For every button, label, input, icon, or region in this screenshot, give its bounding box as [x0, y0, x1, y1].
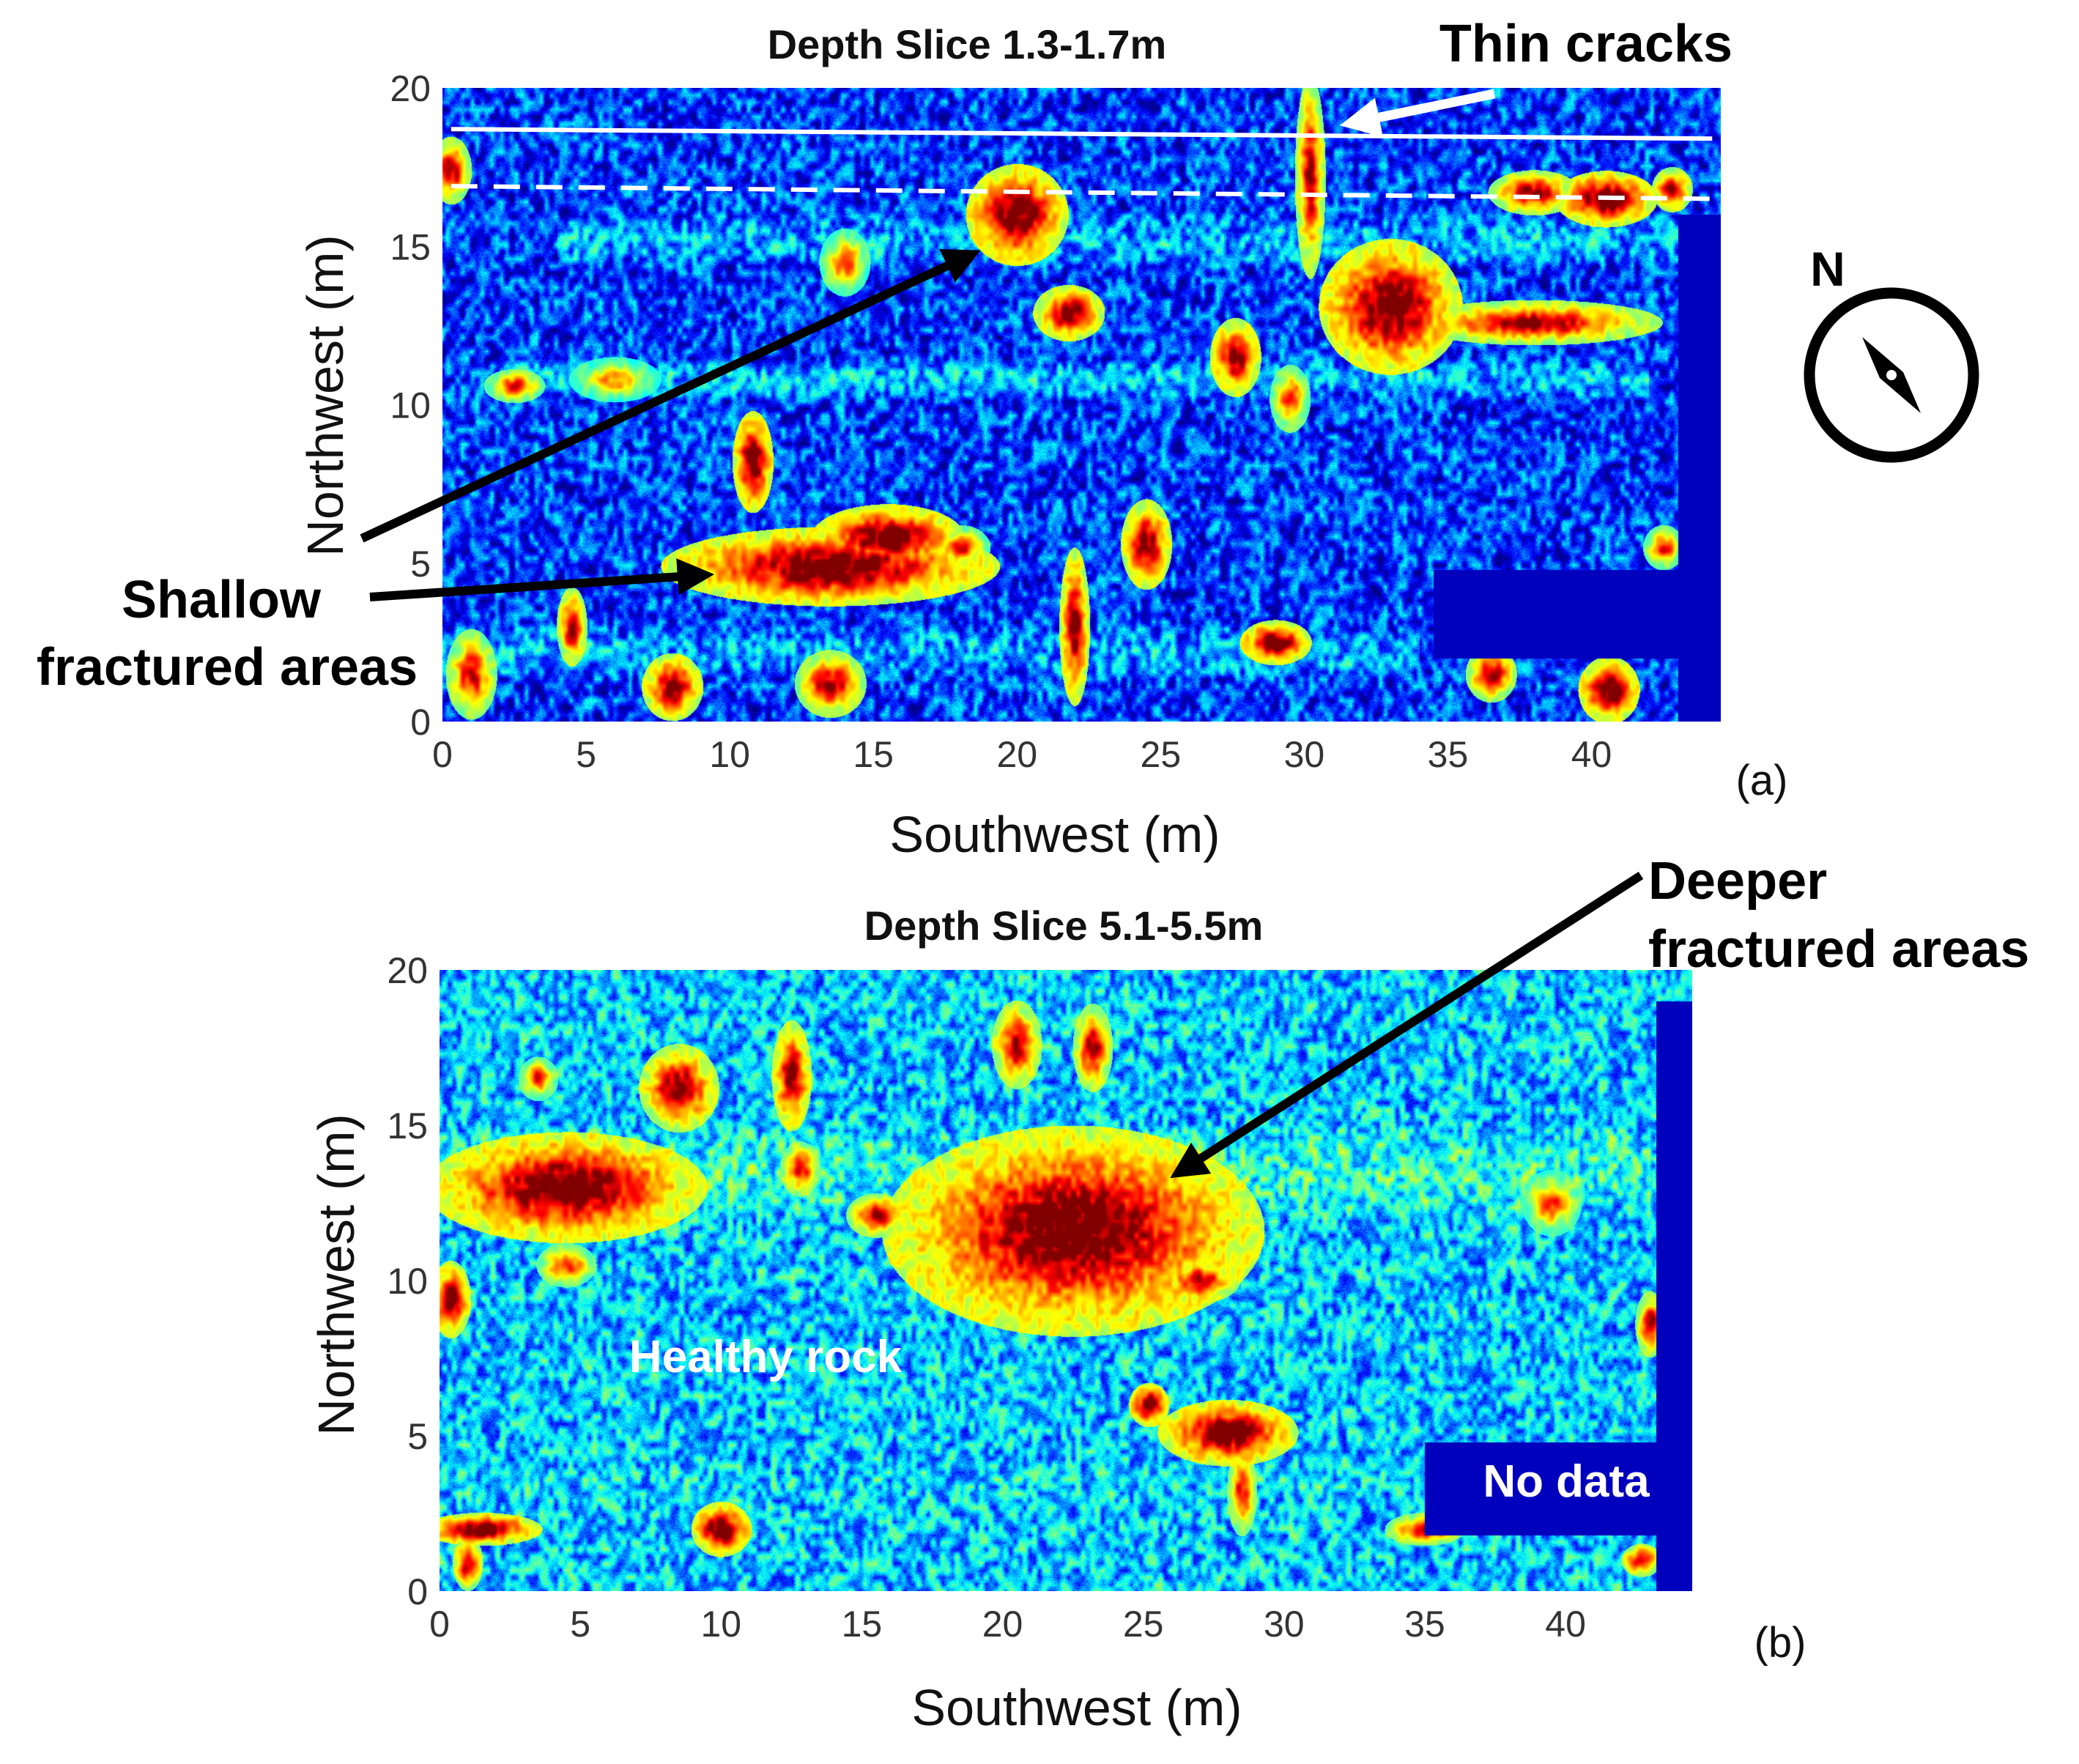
thin-cracks-arrow — [1339, 89, 1496, 138]
y-tick-label: 15 — [387, 1105, 428, 1146]
panel-b-ticks: 0 5 10 15 20 25 30 35 40 0 5 10 15 20 — [387, 950, 1586, 1645]
panel-a-reference-lines — [451, 127, 1713, 201]
deeper-fractured-label-line2: fractured areas — [1648, 920, 2029, 979]
x-tick-label: 35 — [1404, 1604, 1445, 1645]
y-tick-label: 15 — [390, 226, 431, 267]
panel-a-plot-area — [442, 88, 1721, 722]
no-data-label: No data — [1483, 1456, 1650, 1507]
x-tick-label: 40 — [1571, 734, 1612, 775]
shallow-fractured-label-line2: fractured areas — [37, 638, 418, 697]
shallow-fractured-arrow-upper — [360, 249, 981, 543]
y-tick-label: 20 — [387, 950, 428, 991]
shallow-fractured-label-line1: Shallow — [122, 571, 322, 629]
panel-b-label: (b) — [1754, 1619, 1806, 1667]
compass: N — [1804, 242, 1979, 463]
x-tick-label: 5 — [576, 734, 596, 775]
panel-a-ylabel: Northwest (m) — [297, 234, 354, 556]
panel-a-xlabel: Southwest (m) — [889, 806, 1220, 863]
x-tick-label: 40 — [1545, 1604, 1586, 1645]
panel-a-heatmap — [442, 88, 1721, 722]
y-tick-label: 10 — [390, 385, 431, 426]
x-tick-label: 10 — [700, 1604, 741, 1645]
y-tick-label: 5 — [407, 1416, 428, 1457]
deeper-fractured-arrow — [1170, 871, 1644, 1179]
panel-a-label: (a) — [1736, 757, 1788, 804]
y-tick-label: 20 — [390, 68, 431, 109]
x-tick-label: 25 — [1123, 1604, 1164, 1645]
compass-icon — [1804, 287, 1979, 463]
panel-b-ylabel: Northwest (m) — [308, 1113, 365, 1435]
healthy-rock-label: Healthy rock — [629, 1332, 903, 1382]
panel-b-plot-area — [440, 970, 1692, 1591]
x-tick-label: 35 — [1428, 734, 1469, 775]
compass-north-label: N — [1810, 242, 1845, 296]
panel-b-xlabel: Southwest (m) — [911, 1679, 1242, 1736]
y-tick-label: 0 — [410, 702, 431, 743]
panel-b-title: Depth Slice 5.1-5.5m — [864, 903, 1264, 949]
deeper-fractured-label-line1: Deeper — [1648, 852, 1827, 911]
x-tick-label: 10 — [709, 734, 750, 775]
thin-cracks-label: Thin cracks — [1439, 15, 1732, 73]
x-tick-label: 15 — [842, 1604, 883, 1645]
panel-a-title: Depth Slice 1.3-1.7m — [768, 21, 1167, 67]
panel-a: Depth Slice 1.3-1.7m 0 5 10 15 20 25 30 35 40 0 5 1… — [37, 15, 1788, 863]
shallow-fractured-arrow-lower — [369, 558, 715, 601]
y-tick-label: 0 — [407, 1571, 428, 1612]
y-tick-label: 10 — [387, 1261, 428, 1302]
x-tick-label: 0 — [432, 734, 453, 775]
x-tick-label: 20 — [982, 1604, 1023, 1645]
panel-b-heatmap — [440, 970, 1692, 1591]
x-tick-label: 20 — [996, 734, 1037, 775]
x-tick-label: 30 — [1284, 734, 1325, 775]
x-tick-label: 25 — [1141, 734, 1182, 775]
x-tick-label: 30 — [1264, 1604, 1305, 1645]
reference-line-solid — [451, 127, 1713, 141]
x-tick-label: 0 — [429, 1604, 450, 1645]
x-tick-label: 15 — [853, 734, 894, 775]
panel-b: Depth Slice 5.1-5.5m 0 5 10 15 20 25 30 35 40 0 5 1… — [308, 852, 2029, 1736]
y-tick-label: 5 — [410, 544, 431, 585]
panel-a-ticks: 0 5 10 15 20 25 30 35 40 0 5 10 15 20 — [390, 68, 1612, 775]
x-tick-label: 5 — [570, 1604, 590, 1645]
